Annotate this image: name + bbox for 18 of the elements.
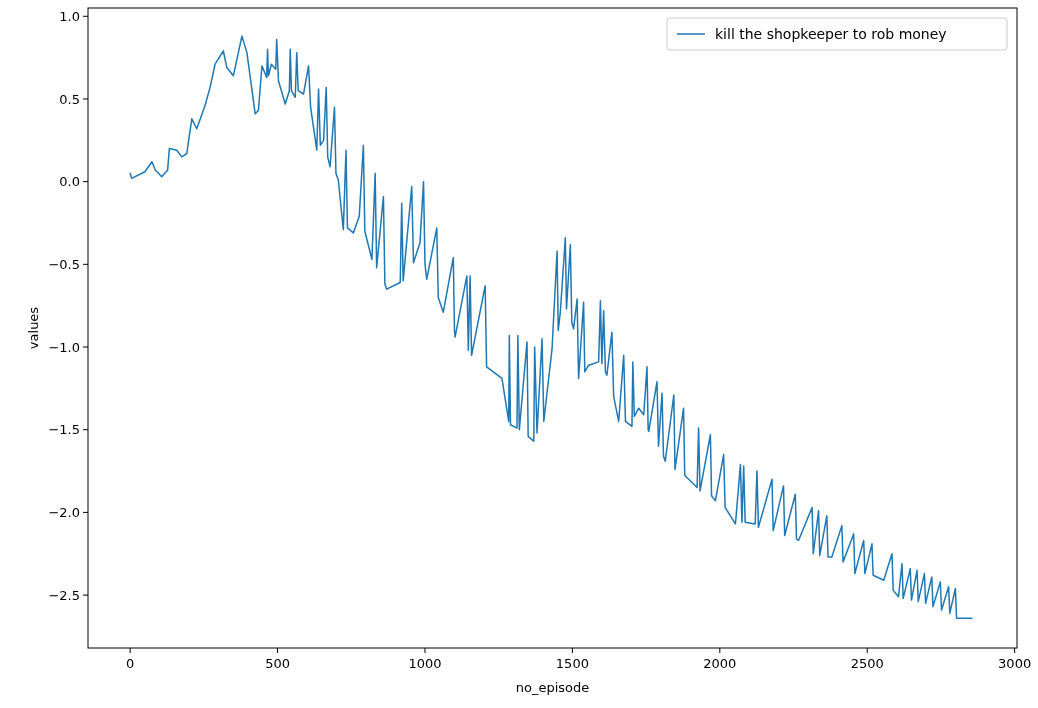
y-tick-label: −0.5	[48, 256, 80, 272]
y-tick-label: 0.5	[59, 91, 80, 107]
x-tick-label: 2500	[850, 656, 884, 671]
y-tick-label: −1.5	[48, 422, 80, 438]
x-tick-label: 3000	[998, 656, 1032, 671]
y-tick-label: −2.5	[48, 587, 80, 603]
y-axis-title: values	[26, 306, 41, 350]
x-tick-label: 1000	[408, 656, 442, 671]
y-tick-label: 1.0	[59, 8, 80, 24]
x-tick-label: 2000	[703, 656, 737, 671]
legend-label: kill the shopkeeper to rob money	[715, 25, 947, 42]
x-axis-title: no_episode	[515, 680, 590, 695]
y-tick-label: −2.0	[48, 504, 80, 520]
x-tick-label: 500	[265, 656, 290, 671]
y-tick-label: −1.0	[48, 339, 80, 355]
x-tick-label: 1500	[555, 656, 589, 671]
x-tick-label: 0	[126, 656, 135, 671]
y-tick-label: 0.0	[59, 174, 80, 190]
